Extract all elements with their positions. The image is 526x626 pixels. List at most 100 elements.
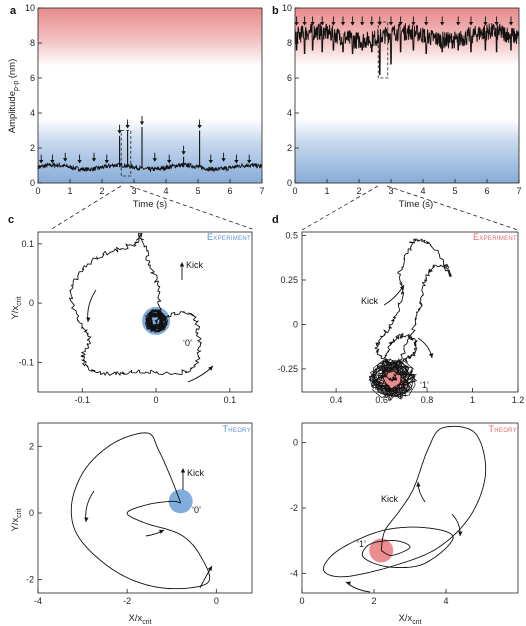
- kick-arrowhead: [508, 22, 514, 26]
- experiment-title-c: Experiment: [207, 232, 251, 242]
- panel-b: 0 1 2 3 4 5 6 7 0 2 4 6 8 10 Time (s): [282, 3, 522, 210]
- x-tick-label: 1.2: [512, 395, 525, 405]
- y-tick-label: 4: [30, 108, 35, 118]
- zoom-window: [377, 21, 389, 79]
- kick-arrowhead: [350, 22, 355, 26]
- flow-arrow: [199, 565, 213, 589]
- y-tick-label: 2: [30, 143, 35, 153]
- trajectory: [323, 425, 487, 578]
- low-amplitude-band: [295, 119, 519, 183]
- neutral-band: [295, 66, 519, 119]
- high-amplitude-band: [38, 8, 262, 66]
- y-tick-label: 0: [30, 178, 35, 188]
- kick-arrowhead: [152, 158, 157, 162]
- axes-frame: [37, 231, 253, 393]
- y-axis-label-c-top: Y/xcrit: [10, 296, 23, 319]
- y-tick-label: -0.25: [277, 364, 298, 374]
- kick-arrowhead: [331, 22, 336, 26]
- x-tick-label: 7: [516, 186, 521, 196]
- x-axis-label-d-bottom: X/xcrit: [398, 613, 421, 626]
- y-tick-label: 0: [293, 438, 298, 448]
- panel-b-frame: [294, 7, 520, 184]
- low-amplitude-band: [38, 119, 262, 183]
- x-tick-label: 2: [99, 186, 104, 196]
- kick-arrowhead: [302, 22, 307, 26]
- flow-arrow: [180, 468, 186, 490]
- flow-arrow: [145, 529, 165, 537]
- panel-letter-a: a: [10, 5, 17, 17]
- flow-arrow: [417, 337, 434, 359]
- x-tick-label: 0.6: [375, 395, 388, 405]
- y-tick-label: 6: [30, 73, 35, 83]
- x-tick-label: 0.4: [330, 395, 343, 405]
- phase-panel-c-top: -0.1 0 0.1 -0.1 0 0.1: [18, 231, 253, 405]
- kick-label-d-bottom: Kick: [381, 494, 399, 504]
- flow-arrow: [416, 481, 426, 503]
- kick-arrowhead: [234, 160, 239, 164]
- y-tick-label: -2: [26, 575, 34, 585]
- kick-markers: [294, 16, 514, 79]
- trajectory: [70, 432, 211, 590]
- relaxation-cluster: [368, 358, 418, 402]
- y-tick-label: 10: [282, 3, 292, 13]
- x-tick-label: 5: [195, 186, 200, 196]
- y-tick-label: -2: [290, 503, 298, 513]
- y-tick-label: -0.1: [18, 357, 34, 367]
- state-disc: [168, 489, 193, 514]
- y-tick-label: 2: [29, 441, 34, 451]
- x-tick-label: 0: [214, 596, 219, 606]
- phase-panel-d-bottom: 0 2 4 -4 -2 0: [290, 422, 519, 606]
- relaxation-cluster: [144, 308, 169, 333]
- kick-arrowhead: [388, 22, 394, 26]
- x-tick-label: 0.1: [224, 395, 237, 405]
- state-label-c-bottom: ‘0’: [192, 505, 201, 515]
- y-tick-label: 0: [29, 508, 34, 518]
- y-tick-label: 0.1: [21, 239, 34, 249]
- kick-arrowhead: [197, 125, 202, 129]
- panel-letter-b: b: [272, 5, 279, 17]
- panel-a: 0 1 2 3 4 5 6 7 0 2 4 6 8 10 Time (s) Amplitudep-p (n…: [7, 3, 265, 210]
- x-tick-label: 1: [470, 395, 475, 405]
- x-tick-label: 0: [35, 186, 40, 196]
- panel-a-frame: [37, 7, 263, 184]
- x-tick-label: 6: [484, 186, 489, 196]
- x-tick-label: 5: [452, 186, 457, 196]
- amplitude-axis-label: Amplitudep-p (nm): [7, 59, 20, 134]
- kick-label-d-top: Kick: [361, 296, 379, 306]
- kick-arrowhead: [294, 22, 299, 26]
- x-tick-label: 0: [154, 395, 159, 405]
- x-tick-label: -2: [123, 596, 131, 606]
- kick-arrowhead: [398, 22, 403, 26]
- kick-arrowhead: [310, 22, 315, 26]
- y-tick-label: 6: [287, 73, 292, 83]
- phase-portraits: -0.1 0 0.1-0.100.10.4 0.6 0.8 1 1.2-0.2500.250…: [18, 231, 524, 606]
- kick-arrowhead: [125, 125, 130, 129]
- kick-label-c-top: Kick: [186, 260, 204, 270]
- y-tick-label: 10: [25, 3, 35, 13]
- y-tick-label: 0.5: [285, 231, 298, 241]
- trajectory: [69, 232, 202, 376]
- time-axis-label-b: Time (s): [399, 199, 433, 210]
- x-tick-label: 4: [163, 186, 168, 196]
- x-tick-label: 4: [420, 186, 425, 196]
- zoom-window: [120, 130, 132, 177]
- kick-arrowhead: [360, 22, 365, 26]
- y-tick-label: 0: [29, 298, 34, 308]
- x-tick-label: -4: [34, 596, 42, 606]
- state-label-d-bottom: ‘1’: [357, 539, 366, 549]
- zoom-guides: [49, 185, 519, 231]
- amplitude-trace: [294, 23, 520, 75]
- y-tick-label: 0: [287, 178, 292, 188]
- kick-arrowhead: [91, 158, 97, 162]
- x-tick-label: 0.8: [421, 395, 434, 405]
- kick-arrowhead: [221, 158, 226, 162]
- flow-arrow: [187, 365, 214, 383]
- trajectory: [374, 238, 452, 382]
- flow-arrow: [179, 262, 185, 280]
- kick-label-c-bottom: Kick: [187, 468, 205, 478]
- experiment-title-d: Experiment: [473, 232, 517, 242]
- flow-arrow: [84, 490, 95, 523]
- x-tick-label: 3: [131, 186, 136, 196]
- kick-arrowhead: [468, 22, 474, 26]
